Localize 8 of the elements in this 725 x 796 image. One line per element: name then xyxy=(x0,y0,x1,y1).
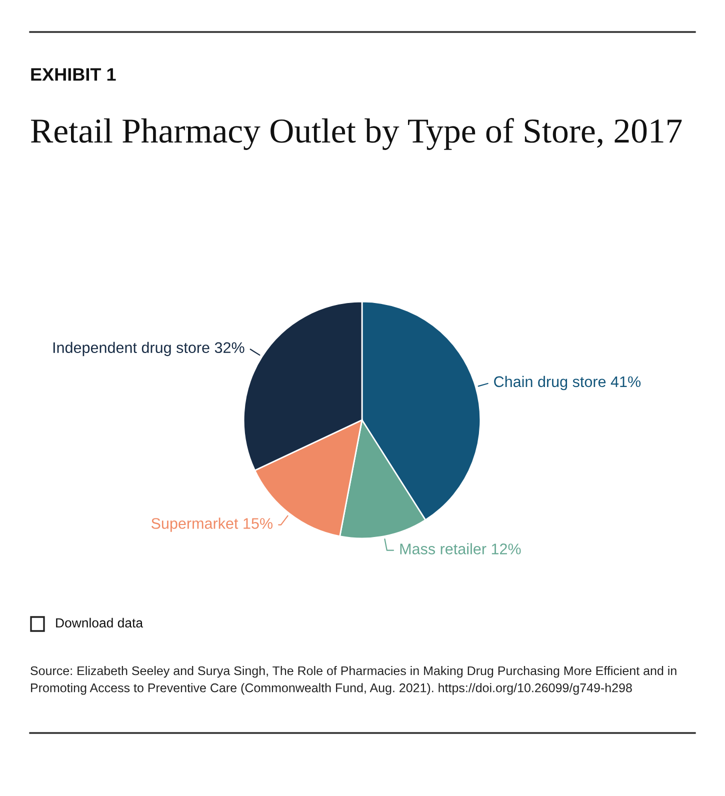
slice-label: Supermarket 15% xyxy=(151,518,273,532)
text: Download data xyxy=(56,618,144,628)
chart-title: Retail Pharmacy Outlet by Type of Store, 2017 xyxy=(31,118,682,150)
slice-label: Mass retailer 12% xyxy=(400,543,521,554)
slice-label: Independent drug store 32% xyxy=(53,342,244,356)
slice-label: Chain drug store 41% xyxy=(494,376,641,390)
source-note: Source: Elizabeth Seeley and Surya Singh, The Role of Pharmacies in Making Drug Purchasing More Efficient and in Promoting Access to Preventive Care (Commonwealth Fund, Aug. 2021). https://doi.org/10.26099/g749-h298 xyxy=(30,666,676,695)
text: EXHIBIT 1 xyxy=(31,68,116,81)
